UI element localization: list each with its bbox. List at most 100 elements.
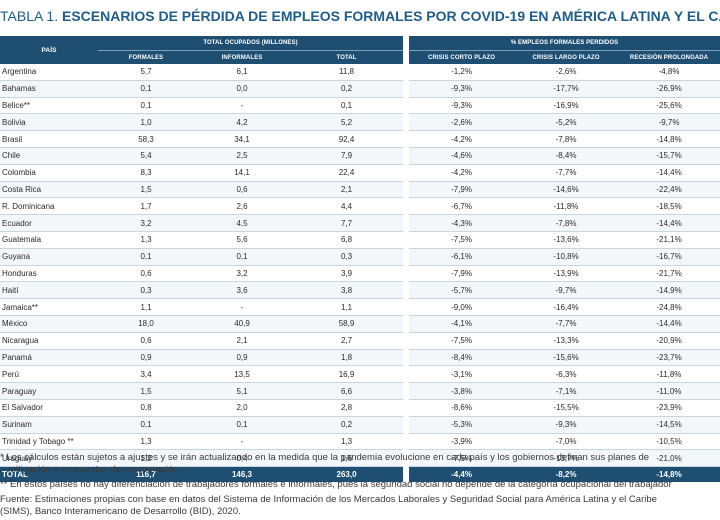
cell-prolongada: -23,7% — [618, 349, 720, 367]
cell-largo: -15,5% — [514, 399, 619, 417]
cell-informales: 5,6 — [194, 231, 290, 249]
cell-total: 58,9 — [290, 315, 407, 333]
cell-pais: Trinidad y Tobago ** — [0, 433, 98, 451]
cell-total: 22,4 — [290, 164, 407, 182]
total-largo-plazo: -8,2% — [514, 466, 619, 483]
cell-total: 0,3 — [290, 248, 407, 266]
cell-corto: -7,5% — [403, 332, 515, 350]
footnotes: * Los cálculos están sujetos a ajustes y… — [0, 452, 720, 518]
cell-informales: 6,1 — [194, 64, 290, 81]
cell-prolongada: -25,6% — [618, 97, 720, 115]
cell-corto: -4,1% — [403, 315, 515, 333]
cell-largo: -13,9% — [514, 265, 619, 283]
header-total: TOTAL — [290, 50, 407, 64]
cell-corto: -8,6% — [403, 399, 515, 417]
cell-prolongada: -14,4% — [618, 164, 720, 182]
header-recesion-prolongada: RECESIÓN PROLONGADA — [618, 50, 720, 64]
footnote-1: * Los cálculos están sujetos a ajustes y… — [0, 452, 650, 463]
cell-total: 3,9 — [290, 265, 407, 283]
cell-largo: -13,7% — [514, 449, 619, 468]
cell-formales: 0,1 — [98, 80, 194, 98]
total-total: 263,0 — [290, 466, 407, 483]
cell-corto: -6,7% — [403, 197, 515, 216]
table-row: Belice** 0,1-0,1 -9,3% -16,9% -25,6% — [0, 97, 720, 115]
cell-pais: Jamaica** — [0, 298, 98, 316]
table-caption: ESCENARIOS DE PÉRDIDA DE EMPLEOS FORMALE… — [62, 8, 720, 24]
cell-total: 0,2 — [290, 80, 407, 98]
cell-total: 7,9 — [290, 147, 407, 165]
cell-largo: -7,1% — [514, 382, 619, 400]
cell-corto: -4,6% — [403, 147, 515, 165]
table-number: TABLA 1. — [0, 8, 59, 24]
cell-pais: Nicaragua — [0, 332, 98, 350]
cell-formales: 1,3 — [98, 231, 194, 249]
cell-corto: -5,7% — [403, 281, 515, 300]
cell-prolongada: -11,8% — [618, 365, 720, 384]
table-row: Guyana 0,1 0,1 0,3 -6,1% -10,8% -16,7% — [0, 248, 720, 266]
cell-informales: 14,1 — [194, 164, 290, 182]
cell-pais: R. Dominicana — [0, 197, 98, 216]
total-label: TOTAL — [0, 466, 98, 483]
cell-total: 5,2 — [290, 113, 407, 132]
cell-corto: -7,5% — [403, 449, 515, 468]
cell-informales: - — [194, 433, 290, 451]
cell-prolongada: -15,7% — [618, 147, 720, 165]
table-row: Nicaragua 0,6 2,1 2,7 -7,5% -13,3% -20,9% — [0, 332, 720, 350]
cell-pais: Ecuador — [0, 214, 98, 232]
cell-largo: -6,3% — [514, 365, 619, 384]
cell-prolongada: -24,8% — [618, 298, 720, 316]
cell-pais: Guatemala — [0, 231, 98, 249]
cell-largo: -14,6% — [514, 181, 619, 199]
cell-largo: -16,4% — [514, 298, 619, 316]
table-row: Brasil 58,3 34,1 92,4 -4,2% -7,8% -14,8% — [0, 130, 720, 148]
cell-formales: 3,4 — [98, 365, 194, 384]
cell-formales: 1,1 — [98, 298, 194, 316]
cell-corto: -7,5% — [403, 231, 515, 249]
table-row: Panamá 0,9 0,9 1,8 -8,4% -15,6% -23,7% — [0, 349, 720, 367]
cell-informales: 0,9 — [194, 349, 290, 367]
cell-pais: El Salvador — [0, 399, 98, 417]
cell-prolongada: -21,1% — [618, 231, 720, 249]
cell-total: 1,8 — [290, 349, 407, 367]
header-formales: FORMALES — [98, 50, 194, 64]
cell-formales: 8,3 — [98, 164, 194, 182]
table-row: R. Dominicana 1,7 2,6 4,4 -6,7% -11,8% -18,5% — [0, 197, 720, 216]
cell-total: 1,1 — [290, 298, 407, 316]
cell-total: 0,2 — [290, 416, 407, 434]
cell-prolongada: -11,0% — [618, 382, 720, 400]
cell-corto: -6,1% — [403, 248, 515, 266]
cell-corto: -8,4% — [403, 349, 515, 367]
cell-total: 16,9 — [290, 365, 407, 384]
cell-informales: 34,1 — [194, 130, 290, 148]
cell-pais: Belice** — [0, 97, 98, 115]
cell-largo: -7,0% — [514, 433, 619, 451]
table-row: Guatemala 1,3 5,6 6,8 -7,5% -13,6% -21,1% — [0, 231, 720, 249]
header-group-ocupados: TOTAL OCUPADOS (MILLONES) — [98, 36, 407, 51]
cell-formales: 0,1 — [98, 248, 194, 266]
table-body: Argentina 5,7 6,1 11,8 -1,2% -2,6% -4,8% Bahama… — [0, 64, 720, 468]
table-row: Costa Rica 1,5 0,6 2,1 -7,9% -14,6% -22,4% — [0, 181, 720, 199]
cell-total: 1,3 — [290, 433, 407, 451]
cell-pais: Panamá — [0, 349, 98, 367]
cell-prolongada: -23,9% — [618, 399, 720, 417]
cell-formales: 1,0 — [98, 113, 194, 132]
header-largo-plazo: CRISIS LARGO PLAZO — [514, 50, 619, 64]
cell-pais: Haití — [0, 281, 98, 300]
table-row: Haití 0,3 3,6 3,8 -5,7% -9,7% -14,9% — [0, 281, 720, 300]
footnote-1-cont: mitigación y propuestas de recuperación. — [8, 464, 182, 475]
cell-largo: -2,6% — [514, 64, 619, 81]
cell-pais: Brasil — [0, 130, 98, 148]
cell-total: 0,1 — [290, 97, 407, 115]
cell-total: 11,8 — [290, 64, 407, 81]
cell-total: 1,6 — [290, 449, 407, 468]
cell-formales: 0,8 — [98, 399, 194, 417]
cell-prolongada: -10,5% — [618, 433, 720, 451]
cell-informales: 4,2 — [194, 113, 290, 132]
table-row: Ecuador 3,2 4,5 7,7 -4,3% -7,8% -14,4% — [0, 214, 720, 232]
cell-prolongada: -21,7% — [618, 265, 720, 283]
cell-prolongada: -20,9% — [618, 332, 720, 350]
cell-prolongada: -9,7% — [618, 113, 720, 132]
cell-largo: -9,7% — [514, 281, 619, 300]
table-row: México 18,0 40,9 58,9 -4,1% -7,7% -14,4% — [0, 315, 720, 333]
